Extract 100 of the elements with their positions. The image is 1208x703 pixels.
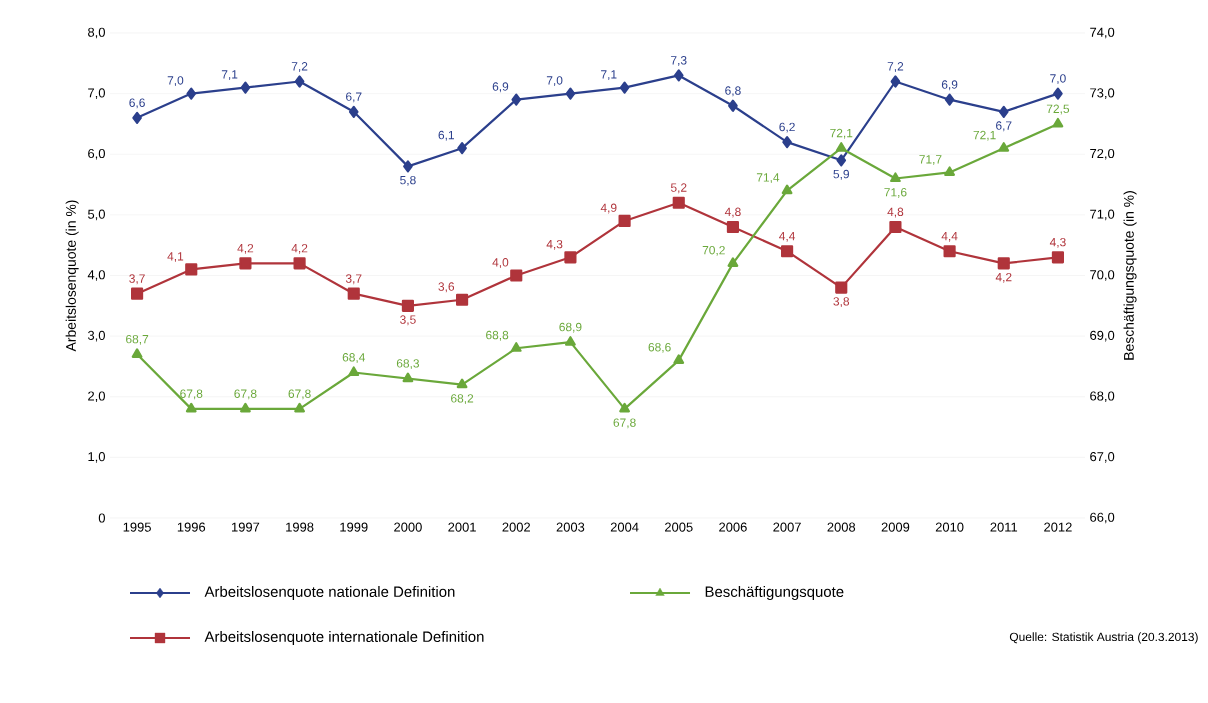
data-label: 6,8 bbox=[725, 86, 741, 97]
data-label: 4,9 bbox=[600, 203, 617, 214]
y-tick-label: 0 bbox=[98, 513, 105, 523]
data-label: 72,5 bbox=[1046, 104, 1070, 115]
data-label: 67,8 bbox=[288, 389, 311, 400]
legend-label: Beschäftigungsquote bbox=[705, 586, 844, 600]
point bbox=[131, 348, 143, 358]
y2-tick-label: 68,0 bbox=[1090, 391, 1115, 403]
y-tick-label: 4,0 bbox=[87, 270, 105, 281]
source-note: Quelle: Statistik Austria (20.3.2013) bbox=[1009, 632, 1198, 644]
x-tick-label: 1996 bbox=[177, 522, 206, 532]
point bbox=[347, 287, 360, 300]
data-label: 68,2 bbox=[451, 394, 474, 405]
data-label: 4,3 bbox=[546, 239, 563, 250]
y-tick-label: 3,0 bbox=[87, 330, 105, 342]
point bbox=[673, 69, 684, 82]
x-tick-label: 2008 bbox=[827, 522, 856, 532]
point bbox=[294, 75, 305, 88]
data-label: 7,2 bbox=[291, 62, 308, 72]
data-label: 4,4 bbox=[779, 231, 796, 242]
data-label: 3,6 bbox=[438, 282, 455, 293]
point bbox=[782, 136, 792, 149]
point bbox=[728, 99, 738, 112]
point bbox=[456, 293, 469, 306]
point bbox=[348, 366, 360, 377]
data-label: 4,1 bbox=[167, 252, 184, 262]
point bbox=[240, 402, 251, 413]
point bbox=[727, 257, 739, 267]
point bbox=[672, 196, 685, 209]
y2-tick-label: 71,0 bbox=[1090, 209, 1115, 221]
data-label: 67,8 bbox=[613, 418, 636, 429]
y2-tick-label: 73,0 bbox=[1090, 88, 1115, 99]
point bbox=[998, 105, 1009, 118]
data-label: 6,1 bbox=[438, 130, 454, 141]
y-axis-title: Arbeitslosenquote (in %) bbox=[65, 200, 79, 352]
point bbox=[618, 214, 631, 228]
y-tick-label: 2,0 bbox=[88, 391, 105, 403]
point bbox=[835, 281, 848, 294]
data-label: 68,7 bbox=[126, 334, 149, 345]
data-label: 6,7 bbox=[346, 92, 362, 103]
data-label: 4,8 bbox=[887, 207, 904, 218]
x-tick-label: 2010 bbox=[935, 522, 964, 532]
data-label: 71,7 bbox=[919, 155, 942, 165]
x-tick-label: 2006 bbox=[719, 522, 747, 532]
data-label: 6,6 bbox=[129, 98, 145, 109]
point bbox=[402, 372, 414, 383]
point bbox=[673, 354, 685, 364]
y2-tick-label: 70,0 bbox=[1090, 270, 1115, 281]
x-tick-label: 2001 bbox=[448, 522, 476, 532]
x-tick-label: 1997 bbox=[232, 522, 260, 532]
data-label: 5,9 bbox=[833, 169, 849, 180]
x-tick-label: 2002 bbox=[502, 522, 530, 532]
data-label: 5,2 bbox=[670, 183, 687, 194]
x-tick-label: 2012 bbox=[1044, 522, 1072, 532]
data-label: 68,4 bbox=[342, 353, 366, 363]
x-tick-label: 2009 bbox=[881, 522, 910, 532]
data-label: 4,0 bbox=[492, 258, 509, 268]
data-label: 5,8 bbox=[400, 175, 416, 186]
y2-tick-label: 66,0 bbox=[1090, 512, 1115, 524]
data-label: 6,7 bbox=[996, 121, 1012, 132]
point bbox=[619, 81, 630, 94]
y-tick-label: 7,0 bbox=[88, 88, 105, 99]
point bbox=[239, 257, 252, 270]
data-label: 71,6 bbox=[884, 188, 907, 198]
point bbox=[1051, 251, 1065, 264]
legend-label: Arbeitslosenquote nationale Definition bbox=[204, 586, 455, 600]
data-label: 4,8 bbox=[724, 207, 741, 218]
point bbox=[348, 105, 359, 118]
point bbox=[781, 184, 793, 195]
data-label: 7,1 bbox=[601, 70, 617, 81]
point bbox=[997, 257, 1010, 270]
data-label: 3,7 bbox=[345, 274, 362, 285]
data-label: 67,8 bbox=[180, 389, 203, 400]
point bbox=[457, 142, 467, 155]
point bbox=[510, 269, 523, 282]
point bbox=[890, 172, 901, 183]
point bbox=[510, 342, 522, 352]
point bbox=[781, 245, 794, 258]
data-label: 72,1 bbox=[830, 128, 853, 139]
x-tick-label: 2007 bbox=[773, 522, 801, 532]
data-label: 4,3 bbox=[1049, 237, 1066, 248]
point bbox=[185, 402, 197, 413]
data-label: 6,9 bbox=[492, 82, 509, 93]
point bbox=[890, 75, 901, 88]
data-label: 7,2 bbox=[887, 62, 904, 72]
point bbox=[998, 142, 1010, 152]
y2-tick-label: 69,0 bbox=[1090, 330, 1115, 342]
y-tick-label: 5,0 bbox=[88, 209, 105, 221]
x-tick-label: 2000 bbox=[394, 522, 422, 532]
point bbox=[943, 245, 956, 258]
x-tick-label: 2005 bbox=[665, 522, 693, 532]
point bbox=[131, 287, 144, 300]
data-label: 68,3 bbox=[396, 359, 420, 370]
point bbox=[944, 166, 956, 177]
point bbox=[456, 378, 468, 389]
point bbox=[185, 263, 198, 276]
data-label: 67,8 bbox=[234, 389, 257, 400]
data-label: 72,1 bbox=[973, 130, 996, 141]
point bbox=[294, 402, 305, 413]
data-label: 3,7 bbox=[129, 274, 145, 285]
